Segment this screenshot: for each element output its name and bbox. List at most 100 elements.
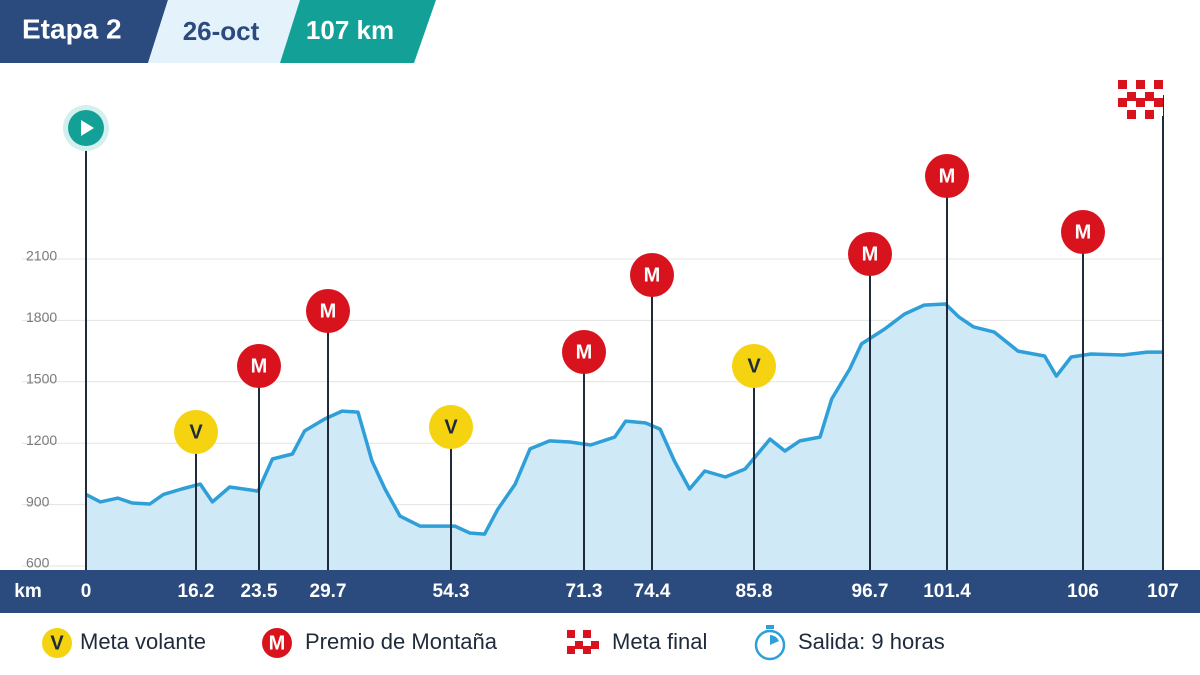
marker-circle <box>562 330 606 374</box>
flag-cell <box>567 646 575 654</box>
marker-circle <box>237 344 281 388</box>
distance-tab <box>280 0 436 63</box>
flag-cell <box>575 649 583 657</box>
flag-cell <box>1154 80 1163 89</box>
flag-cell <box>567 638 575 646</box>
date-tab <box>148 0 300 63</box>
flag-cell <box>583 630 591 638</box>
legend: V Meta volante M Premio de Montaña Meta … <box>42 625 945 661</box>
legend-stopwatch-icon <box>754 625 786 661</box>
x-tick-label: 29.7 <box>310 581 347 602</box>
legend-label: Salida: 9 horas <box>798 629 945 654</box>
flag-cell <box>1127 110 1136 119</box>
stopwatch-body <box>754 629 786 661</box>
x-axis-label: km <box>14 581 41 602</box>
flag-cell <box>1154 98 1163 107</box>
flag-cell <box>1145 83 1154 92</box>
marker-symbol: V <box>444 416 458 438</box>
y-tick-label: 2100 <box>26 248 57 264</box>
marker-circle <box>429 405 473 449</box>
x-tick-label: 101.4 <box>923 581 971 602</box>
flag-cell <box>1145 101 1154 110</box>
marker-symbol: M <box>939 165 956 187</box>
marker-symbol: V <box>747 355 761 377</box>
x-tick-label: 96.7 <box>852 581 889 602</box>
header: Etapa 2 26-oct 107 km <box>0 0 436 63</box>
x-axis-band <box>0 570 1200 613</box>
stopwatch-hand <box>770 635 779 645</box>
flag-cell <box>1118 89 1127 98</box>
y-tick-label: 600 <box>26 555 50 571</box>
stage-tab <box>0 0 168 63</box>
flag-cell <box>1127 92 1136 101</box>
flag-cell <box>591 649 599 657</box>
plot: 600 900 1200 1500 1800 2100 <box>22 248 1163 571</box>
flag-cell <box>1145 92 1154 101</box>
marker-symbol: V <box>189 421 203 443</box>
legend-v-icon <box>42 628 72 658</box>
marker-circle <box>848 232 892 276</box>
marker-symbol: M <box>644 264 661 286</box>
flag-cell <box>567 630 575 638</box>
flag-cell <box>575 633 583 641</box>
markers: V M M V M M V M M M <box>85 95 1164 570</box>
x-tick-label: 106 <box>1067 581 1099 602</box>
flag-cell <box>1136 98 1145 107</box>
legend-label: Meta final <box>612 629 707 654</box>
marker-symbol: M <box>862 243 879 265</box>
marker-circle <box>306 289 350 333</box>
x-tick-label: 71.3 <box>566 581 603 602</box>
flag-cell <box>591 641 599 649</box>
marker-symbol: M <box>320 300 337 322</box>
flag-cell <box>1154 107 1163 116</box>
flag-cell <box>1136 80 1145 89</box>
x-axis: 0 16.2 23.5 29.7 54.3 71.3 74.4 85.8 96.7 101.4 10… <box>81 581 1179 602</box>
marker-symbol: M <box>1075 221 1092 243</box>
flag-cell <box>1145 110 1154 119</box>
x-tick-label: 16.2 <box>178 581 215 602</box>
marker-circle <box>732 344 776 388</box>
flag-cell <box>591 633 599 641</box>
start-icon <box>63 105 109 151</box>
flag-cell <box>1127 83 1136 92</box>
legend-flag-icon <box>567 630 599 657</box>
marker-symbol: M <box>576 341 593 363</box>
marker-circle <box>630 253 674 297</box>
profile-area <box>86 304 1163 570</box>
y-tick-label: 1500 <box>26 371 57 387</box>
x-tick-label: 23.5 <box>241 581 278 602</box>
flag-cell <box>1136 89 1145 98</box>
start-arrow <box>81 120 94 136</box>
x-tick-label: 74.4 <box>634 581 671 602</box>
legend-v-symbol: V <box>50 632 64 654</box>
y-tick-label: 1800 <box>26 309 57 325</box>
marker-circle <box>174 410 218 454</box>
x-tick-label: 54.3 <box>433 581 470 602</box>
marker-circle <box>1061 210 1105 254</box>
flag-cell <box>1127 101 1136 110</box>
x-tick-label: 85.8 <box>736 581 773 602</box>
legend-m-icon <box>262 628 292 658</box>
x-tick-label: 0 <box>81 581 92 602</box>
flag-cell <box>1118 80 1127 89</box>
stage-date: 26-oct <box>183 16 260 46</box>
legend-m-symbol: M <box>269 632 286 654</box>
stage-distance: 107 km <box>306 15 394 45</box>
flag-cell <box>575 641 583 649</box>
legend-label: Premio de Montaña <box>305 629 498 654</box>
stopwatch-crown <box>766 625 774 629</box>
marker-circle <box>925 154 969 198</box>
flag-cell <box>1118 98 1127 107</box>
stage-title: Etapa 2 <box>22 13 122 44</box>
flag-cell <box>583 646 591 654</box>
flag-cell <box>583 638 591 646</box>
flag-cell <box>1118 107 1127 116</box>
finish-flag <box>1118 80 1163 119</box>
y-tick-label: 900 <box>26 493 50 509</box>
y-tick-label: 1200 <box>26 432 57 448</box>
legend-label: Meta volante <box>80 629 206 654</box>
x-tick-label: 107 <box>1147 581 1179 602</box>
flag-cell <box>1154 89 1163 98</box>
marker-symbol: M <box>251 355 268 377</box>
